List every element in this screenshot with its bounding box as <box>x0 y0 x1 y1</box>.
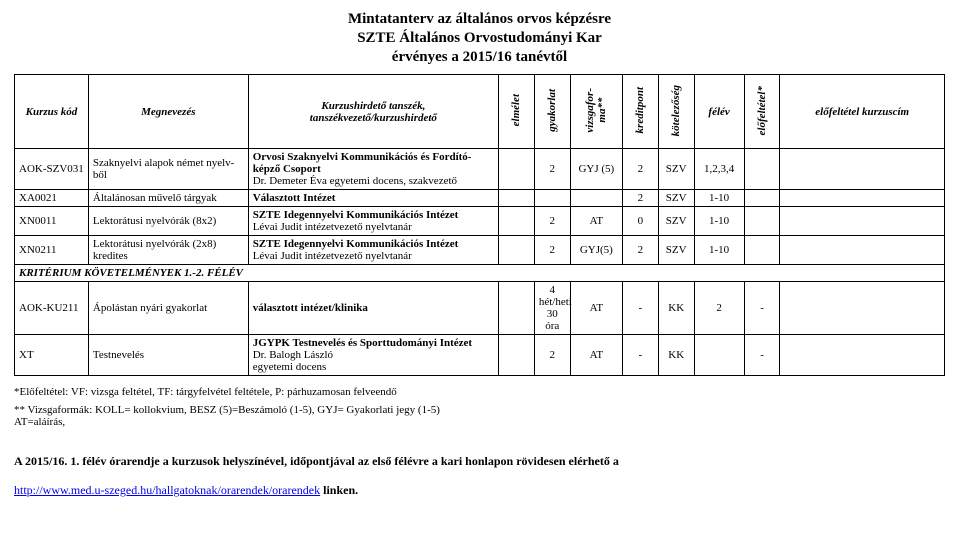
cell-kot: SZV <box>658 149 694 190</box>
table-row: AOK-KU211Ápolástan nyári gyakorlatválasz… <box>15 282 945 335</box>
cell-efc <box>780 149 945 190</box>
cell-meg: Testnevelés <box>88 335 248 376</box>
cell-elm <box>499 282 535 335</box>
cell-efc <box>780 236 945 265</box>
cell-fv <box>694 335 744 376</box>
table-row: XTTestnevelésJGYPK Testnevelés és Sportt… <box>15 335 945 376</box>
cell-gyak: 2 <box>534 236 570 265</box>
cell-kp: 2 <box>623 190 659 207</box>
cell-tan: Orvosi Szaknyelvi Kommunikációs és Fordí… <box>248 149 498 190</box>
bottom-link-line: http://www.med.u-szeged.hu/hallgatoknak/… <box>14 483 945 498</box>
table-row: XN0011Lektorátusi nyelvórák (8x2)SZTE Id… <box>15 207 945 236</box>
cell-kp: 2 <box>623 149 659 190</box>
cell-efc <box>780 207 945 236</box>
cell-elm <box>499 236 535 265</box>
header-gyakorlat: gyakorlat <box>534 75 570 149</box>
cell-tan: JGYPK Testnevelés és Sporttudományi Inté… <box>248 335 498 376</box>
cell-kot: KK <box>658 282 694 335</box>
cell-kot: SZV <box>658 207 694 236</box>
header-vizsgaforma: vizsgafor- ma** <box>570 75 622 149</box>
header-tanszek: Kurzushirdető tanszék, tanszékvezető/kur… <box>248 75 498 149</box>
footnote-2: ** Vizsgaformák: KOLL= kollokvium, BESZ … <box>14 404 945 428</box>
cell-kot: KK <box>658 335 694 376</box>
cell-tan: választott intézet/klinika <box>248 282 498 335</box>
cell-meg: Ápolástan nyári gyakorlat <box>88 282 248 335</box>
cell-gyak: 2 <box>534 335 570 376</box>
title-block: Mintatanterv az általános orvos képzésre… <box>14 10 945 66</box>
section-row: KRITÉRIUM KÖVETELMÉNYEK 1.-2. FÉLÉV <box>15 265 945 282</box>
cell-gyak: 2 <box>534 149 570 190</box>
cell-tan: SZTE Idegennyelvi Kommunikációs Intézet … <box>248 207 498 236</box>
cell-vf: GYJ (5) <box>570 149 622 190</box>
cell-kod: XA0021 <box>15 190 89 207</box>
cell-vf: AT <box>570 207 622 236</box>
cell-gyak <box>534 190 570 207</box>
cell-kod: AOK-SZV031 <box>15 149 89 190</box>
title-line1: Mintatanterv az általános orvos képzésre <box>14 10 945 29</box>
cell-elm <box>499 190 535 207</box>
cell-kot: SZV <box>658 236 694 265</box>
cell-kod: XT <box>15 335 89 376</box>
bottom-text1: A 2015/16. 1. félév órarendje a kurzusok… <box>14 454 619 468</box>
title-line2: SZTE Általános Orvostudományi Kar <box>14 29 945 48</box>
cell-elm <box>499 149 535 190</box>
header-megnevezes: Megnevezés <box>88 75 248 149</box>
cell-ef <box>744 190 780 207</box>
cell-vf <box>570 190 622 207</box>
cell-meg: Általánosan művelő tárgyak <box>88 190 248 207</box>
cell-ef <box>744 207 780 236</box>
cell-kod: XN0211 <box>15 236 89 265</box>
cell-ef: - <box>744 335 780 376</box>
header-kreditpont: kreditpont <box>623 75 659 149</box>
cell-kod: AOK-KU211 <box>15 282 89 335</box>
cell-vf: GYJ(5) <box>570 236 622 265</box>
cell-fv: 1-10 <box>694 190 744 207</box>
cell-gyak: 2 <box>534 207 570 236</box>
header-felev: félév <box>694 75 744 149</box>
cell-kot: SZV <box>658 190 694 207</box>
header-elofeltetel: előfeltétel* <box>744 75 780 149</box>
cell-meg: Lektorátusi nyelvórák (2x8) kredites <box>88 236 248 265</box>
cell-vf: AT <box>570 282 622 335</box>
cell-ef <box>744 149 780 190</box>
cell-meg: Lektorátusi nyelvórák (8x2) <box>88 207 248 236</box>
cell-efc <box>780 335 945 376</box>
cell-efc <box>780 282 945 335</box>
cell-kod: XN0011 <box>15 207 89 236</box>
cell-kp: - <box>623 282 659 335</box>
footnote-1: *Előfeltétel: VF: vizsga feltétel, TF: t… <box>14 386 945 398</box>
curriculum-table: Kurzus kód Megnevezés Kurzushirdető tans… <box>14 74 945 376</box>
cell-fv: 1,2,3,4 <box>694 149 744 190</box>
header-kotelezoseg: kötelezőség <box>658 75 694 149</box>
cell-kp: 0 <box>623 207 659 236</box>
cell-gyak: 4 hét/heti 30 óra <box>534 282 570 335</box>
footnotes: *Előfeltétel: VF: vizsga feltétel, TF: t… <box>14 386 945 428</box>
cell-fv: 2 <box>694 282 744 335</box>
cell-tan: Választott Intézet <box>248 190 498 207</box>
cell-vf: AT <box>570 335 622 376</box>
bottom-link[interactable]: http://www.med.u-szeged.hu/hallgatoknak/… <box>14 483 320 497</box>
cell-fv: 1-10 <box>694 207 744 236</box>
table-row: AOK-SZV031Szaknyelvi alapok német nyelv-… <box>15 149 945 190</box>
cell-efc <box>780 190 945 207</box>
cell-ef <box>744 236 780 265</box>
bottom-text2: linken. <box>320 483 358 497</box>
bottom-note: A 2015/16. 1. félév órarendje a kurzusok… <box>14 454 945 469</box>
cell-elm <box>499 207 535 236</box>
cell-kp: 2 <box>623 236 659 265</box>
section-title: KRITÉRIUM KÖVETELMÉNYEK 1.-2. FÉLÉV <box>15 265 945 282</box>
cell-meg: Szaknyelvi alapok német nyelv-ből <box>88 149 248 190</box>
table-row: XA0021Általánosan művelő tárgyakVálaszto… <box>15 190 945 207</box>
cell-ef: - <box>744 282 780 335</box>
cell-kp: - <box>623 335 659 376</box>
header-elmelet: elmélet <box>499 75 535 149</box>
header-elofeltetel-cim: előfeltétel kurzuscím <box>780 75 945 149</box>
title-line3: érvényes a 2015/16 tanévtől <box>14 48 945 67</box>
header-kod: Kurzus kód <box>15 75 89 149</box>
cell-fv: 1-10 <box>694 236 744 265</box>
table-row: XN0211Lektorátusi nyelvórák (2x8) kredit… <box>15 236 945 265</box>
cell-tan: SZTE Idegennyelvi Kommunikációs Intézet … <box>248 236 498 265</box>
header-row: Kurzus kód Megnevezés Kurzushirdető tans… <box>15 75 945 149</box>
cell-elm <box>499 335 535 376</box>
